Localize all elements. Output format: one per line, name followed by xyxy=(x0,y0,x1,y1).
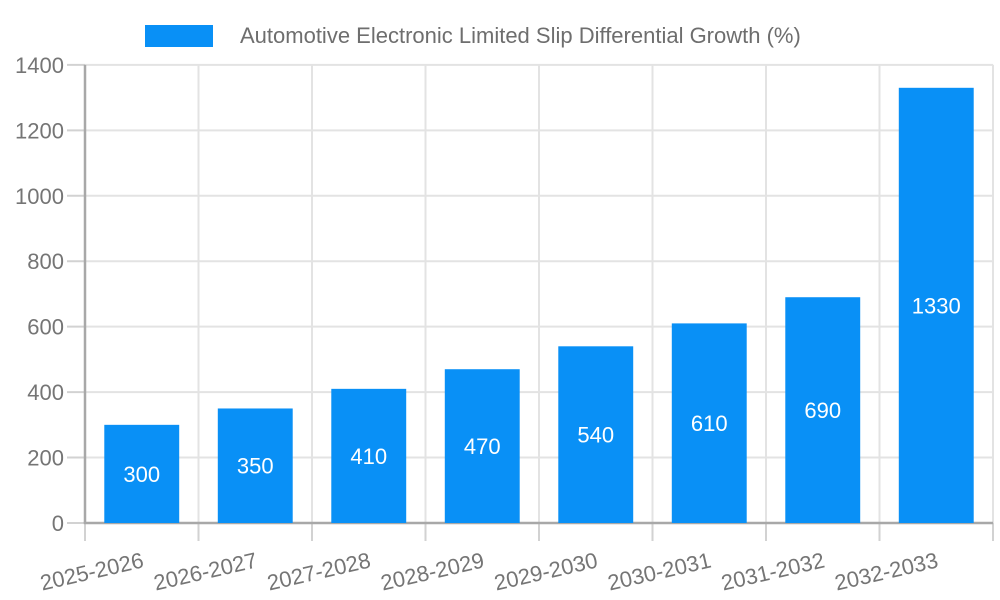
bar xyxy=(104,424,180,523)
bar xyxy=(444,369,520,523)
y-tick-label: 0 xyxy=(52,511,64,536)
y-tick-label: 800 xyxy=(27,249,64,274)
bar-value-label: 350 xyxy=(237,454,274,479)
y-tick-label: 600 xyxy=(27,315,64,340)
y-tick-label: 1000 xyxy=(15,184,64,209)
y-tick-label: 200 xyxy=(27,446,64,471)
x-tick-label: 2026-2027 xyxy=(151,548,259,596)
chart-legend: Automotive Electronic Limited Slip Diffe… xyxy=(145,25,801,47)
bar-value-label: 540 xyxy=(577,423,614,448)
x-tick-label: 2027-2028 xyxy=(265,548,373,596)
bar xyxy=(331,388,407,523)
x-tick-label: 2031-2032 xyxy=(719,548,827,596)
legend-label: Automotive Electronic Limited Slip Diffe… xyxy=(240,23,801,48)
bar xyxy=(671,323,747,523)
bar-value-label: 410 xyxy=(350,444,387,469)
bar-value-label: 690 xyxy=(804,398,841,423)
bar xyxy=(785,297,861,523)
x-tick-label: 2025-2026 xyxy=(38,548,146,596)
bar xyxy=(898,87,974,524)
legend-swatch xyxy=(145,25,213,47)
bar-value-label: 1330 xyxy=(912,293,961,318)
bar xyxy=(558,346,634,523)
x-tick-label: 2028-2029 xyxy=(378,548,486,596)
bar-value-label: 300 xyxy=(123,462,160,487)
y-tick-label: 400 xyxy=(27,380,64,405)
bar-value-label: 610 xyxy=(691,411,728,436)
x-tick-label: 2029-2030 xyxy=(492,548,600,596)
y-tick-label: 1400 xyxy=(15,53,64,78)
bar-value-label: 470 xyxy=(464,434,501,459)
x-tick-label: 2030-2031 xyxy=(605,548,713,596)
y-tick-label: 1200 xyxy=(15,118,64,143)
x-tick-label: 2032-2033 xyxy=(832,548,940,596)
bar xyxy=(217,408,293,523)
